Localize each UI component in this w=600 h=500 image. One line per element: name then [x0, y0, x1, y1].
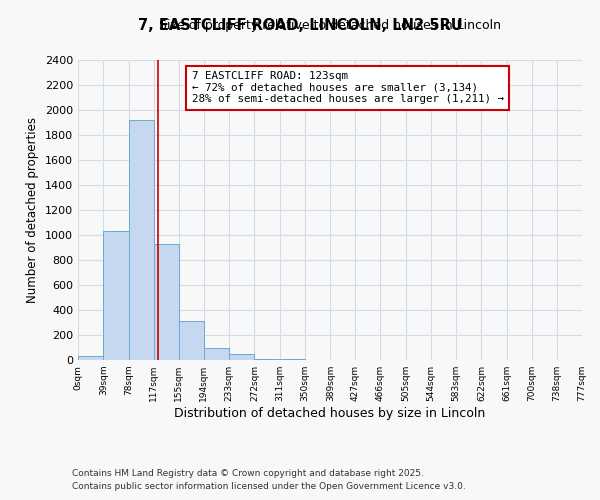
Text: 7 EASTCLIFF ROAD: 123sqm
← 72% of detached houses are smaller (3,134)
28% of sem: 7 EASTCLIFF ROAD: 123sqm ← 72% of detach…	[191, 71, 503, 104]
Y-axis label: Number of detached properties: Number of detached properties	[26, 117, 40, 303]
Bar	[229, 354, 254, 360]
Bar	[179, 322, 204, 360]
Bar	[154, 244, 179, 360]
Bar	[103, 231, 128, 360]
Text: Contains public sector information licensed under the Open Government Licence v3: Contains public sector information licen…	[72, 482, 466, 491]
X-axis label: Distribution of detached houses by size in Lincoln: Distribution of detached houses by size …	[175, 407, 485, 420]
Title: Size of property relative to detached houses in Lincoln: Size of property relative to detached ho…	[159, 20, 501, 32]
Bar	[128, 120, 154, 360]
Text: Contains HM Land Registry data © Crown copyright and database right 2025.: Contains HM Land Registry data © Crown c…	[72, 468, 424, 477]
Bar	[204, 348, 229, 360]
Text: 7, EASTCLIFF ROAD, LINCOLN, LN2 5RU: 7, EASTCLIFF ROAD, LINCOLN, LN2 5RU	[137, 18, 463, 32]
Bar	[78, 356, 103, 360]
Bar	[254, 359, 280, 360]
